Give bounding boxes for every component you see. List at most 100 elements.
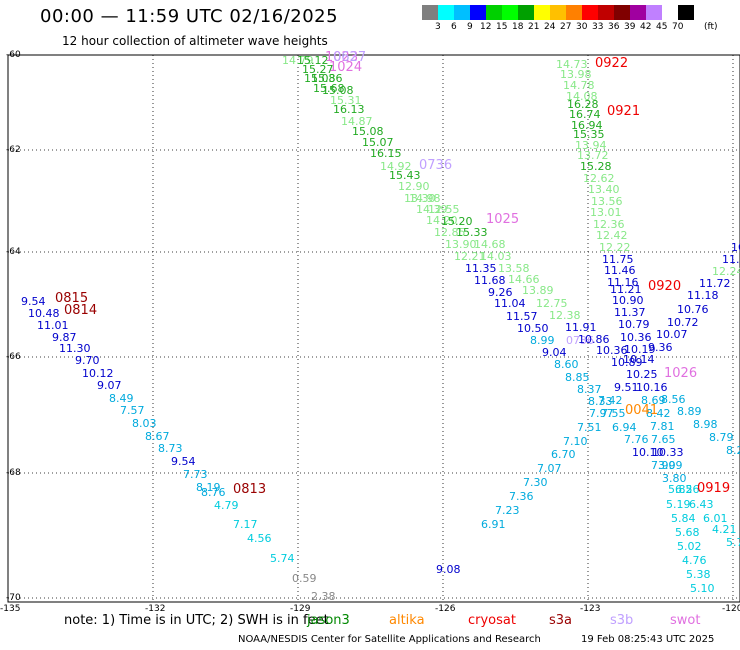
wave-height-label: 9.04	[542, 346, 567, 359]
wave-height-label: 10.33	[652, 446, 684, 459]
pass-time-label: 0627	[333, 50, 367, 65]
color-scale-tick: 24	[544, 22, 556, 32]
wave-height-label: 10.36	[596, 344, 628, 357]
longitude-label: -129	[290, 604, 311, 614]
wave-height-label: 12.38	[549, 309, 581, 322]
wave-height-label: 10.79	[618, 318, 650, 331]
wave-height-label: 13.01	[590, 206, 622, 219]
wave-height-label: 5.7	[726, 536, 740, 549]
wave-height-label: 5.85	[668, 483, 693, 496]
wave-height-label: 7.10	[563, 435, 588, 448]
wave-height-label: 5.84	[671, 512, 696, 525]
wave-height-label: 10.19	[624, 343, 656, 356]
wave-height-label: 8.03	[132, 417, 157, 430]
wave-height-label: 8.98	[693, 418, 718, 431]
wave-height-label: 8.42	[646, 407, 671, 420]
color-swatch	[486, 5, 502, 20]
wave-height-label: 4.76	[682, 554, 707, 567]
wave-height-label: 16.28	[567, 98, 599, 111]
wave-height-label: 8.67	[145, 430, 170, 443]
color-scale-tick: 3	[435, 22, 441, 32]
color-swatch	[470, 5, 486, 20]
wave-height-label: 6.70	[551, 448, 576, 461]
wave-height-label: 5.38	[686, 568, 711, 581]
longitude-label: -135	[0, 604, 21, 614]
latitude-label: -68	[6, 468, 21, 478]
latitude-label: -64	[6, 247, 21, 257]
longitude-label: -120	[722, 604, 740, 614]
wave-height-label: 14.78	[563, 79, 595, 92]
wave-height-label: 5.74	[270, 552, 295, 565]
wave-height-label: 12.85	[434, 226, 466, 239]
wave-height-label: 14.87	[341, 115, 373, 128]
color-swatch	[550, 5, 566, 20]
color-scale-tick: 36	[608, 22, 620, 32]
wave-height-label: 10.48	[28, 307, 60, 320]
wave-height-label: 5.02	[677, 540, 702, 553]
wave-height-label: 9.54	[171, 455, 196, 468]
wave-height-label: 11.75	[602, 253, 634, 266]
wave-height-label: 13.30	[404, 192, 436, 205]
wave-height-label: 12.75	[536, 297, 568, 310]
wave-height-label: 14.98	[409, 192, 441, 205]
wave-height-label: 8.2	[726, 444, 740, 457]
color-swatch	[662, 5, 678, 20]
wave-height-label: 13.56	[591, 195, 623, 208]
wave-height-label: 7.81	[650, 420, 675, 433]
color-scale-tick: 45	[656, 22, 668, 32]
wave-height-label: 10.76	[677, 303, 709, 316]
wave-height-label: 11.57	[506, 310, 538, 323]
wave-height-label: 12.24	[712, 265, 740, 278]
wave-height-label: 7.51	[577, 421, 602, 434]
wave-height-label: 15.43	[389, 169, 421, 182]
wave-height-label: 15.35	[573, 128, 605, 141]
wave-height-label: 6.43	[689, 498, 714, 511]
wave-height-label: 8.49	[109, 392, 134, 405]
wave-height-label: 15.12	[297, 54, 329, 67]
wave-height-label: 6.26	[675, 483, 700, 496]
pass-time-label: 0920	[648, 279, 682, 294]
wave-height-label: 8.73	[158, 442, 183, 455]
color-swatch	[518, 5, 534, 20]
pass-time-label: 0921	[607, 104, 641, 119]
wave-height-label: 13.58	[498, 262, 530, 275]
credit-line: NOAA/NESDIS Center for Satellite Applica…	[238, 634, 541, 645]
color-swatch	[534, 5, 550, 20]
pass-time-label: 0919	[697, 481, 731, 496]
wave-height-label: 8.69	[641, 394, 666, 407]
color-scale-tick: 21	[528, 22, 540, 32]
wave-height-label: 8.89	[677, 405, 702, 418]
wave-height-label: 15.31	[330, 94, 362, 107]
wave-height-label: 7.42	[598, 394, 623, 407]
color-swatch	[646, 5, 662, 20]
wave-height-label: 10	[731, 241, 740, 254]
pass-time-label: 0736	[419, 158, 453, 173]
wave-height-label: 10.12	[82, 367, 114, 380]
wave-height-label: 8.56	[661, 393, 686, 406]
wave-height-label: 14.68	[474, 238, 506, 251]
color-scale-tick: 9	[467, 22, 473, 32]
satellite-legend-jason3: jason3	[307, 613, 350, 628]
color-scale-tick: 15	[496, 22, 508, 32]
wave-height-label: 7.36	[509, 490, 534, 503]
wave-height-label: 9.87	[52, 331, 77, 344]
wave-height-label: 7.55	[601, 407, 626, 420]
wave-height-label: 14.73	[556, 58, 588, 71]
wave-height-label: 9.08	[436, 563, 461, 576]
color-scale-tick: 42	[640, 22, 652, 32]
color-scale-tick: 12	[480, 22, 492, 32]
wave-height-label: 6.94	[612, 421, 637, 434]
wave-height-label: 12.22	[599, 241, 631, 254]
satellite-legend-s3a: s3a	[549, 613, 573, 628]
color-swatch	[422, 5, 438, 20]
wave-height-label: 12.42	[596, 229, 628, 242]
wave-height-label: 8.19	[196, 481, 221, 494]
wave-height-label: 14.79	[282, 54, 314, 67]
wave-height-label: 8.37	[577, 383, 602, 396]
wave-height-label: 14.39	[416, 203, 448, 216]
pass-time-label: 0041	[625, 403, 659, 418]
color-scale-tick: 6	[451, 22, 457, 32]
color-swatch	[566, 5, 582, 20]
wave-height-label: 7.07	[537, 462, 562, 475]
wave-height-label: 13.98	[560, 68, 592, 81]
